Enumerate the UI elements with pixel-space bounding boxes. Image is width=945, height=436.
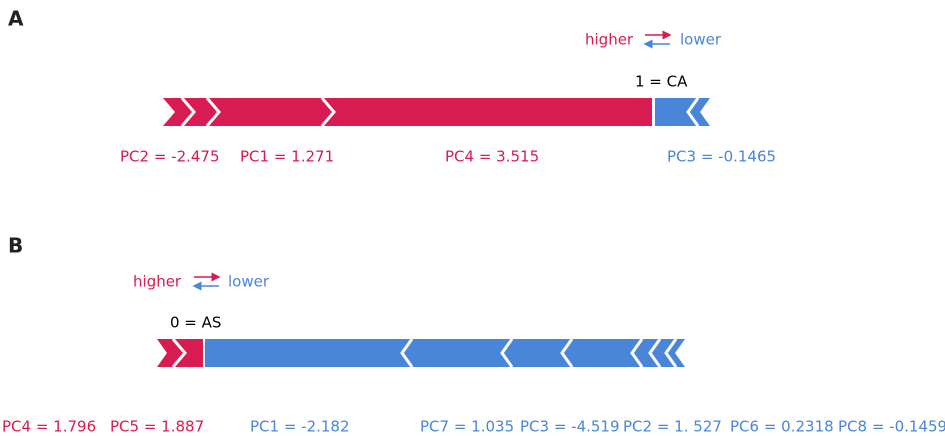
output-label: 1 = CA [635,73,688,91]
positive-bar [157,339,203,367]
positive-bar [163,98,652,126]
separator [205,97,221,127]
panel-label: A [8,7,24,31]
separator [630,338,644,368]
feature-label: PC3 = -0.1465 [667,148,776,166]
separator [648,338,662,368]
feature-label: PC4 = 3.515 [445,148,539,166]
legend-higher: higher [133,273,182,291]
separator [560,338,574,368]
feature-label: PC6 = 0.2318 [730,418,834,436]
feature-label: PC7 = 1.035 [420,418,514,436]
separator [500,338,514,368]
feature-label: PC2 = 1. 527 [623,418,722,436]
separator [320,97,336,127]
separator [664,338,678,368]
separator [171,338,187,368]
feature-label: PC1 = -2.182 [250,418,350,436]
feature-label: PC8 = -0.1459 [838,418,945,436]
legend-higher: higher [585,31,634,49]
feature-label: PC1 = 1.271 [240,148,334,166]
output-label: 0 = AS [170,314,221,332]
feature-label: PC5 = 1.887 [110,418,204,436]
feature-label: PC2 = -2.475 [120,148,220,166]
separator [180,97,196,127]
separator [400,338,414,368]
feature-label: PC3 = -4.519 [520,418,620,436]
feature-label: PC4 = 1.796 [2,418,96,436]
separator [686,97,700,127]
legend-lower: lower [680,31,722,49]
legend-lower: lower [228,273,270,291]
negative-bar [655,98,710,126]
negative-bar [205,339,685,367]
panel-label: B [8,234,23,258]
